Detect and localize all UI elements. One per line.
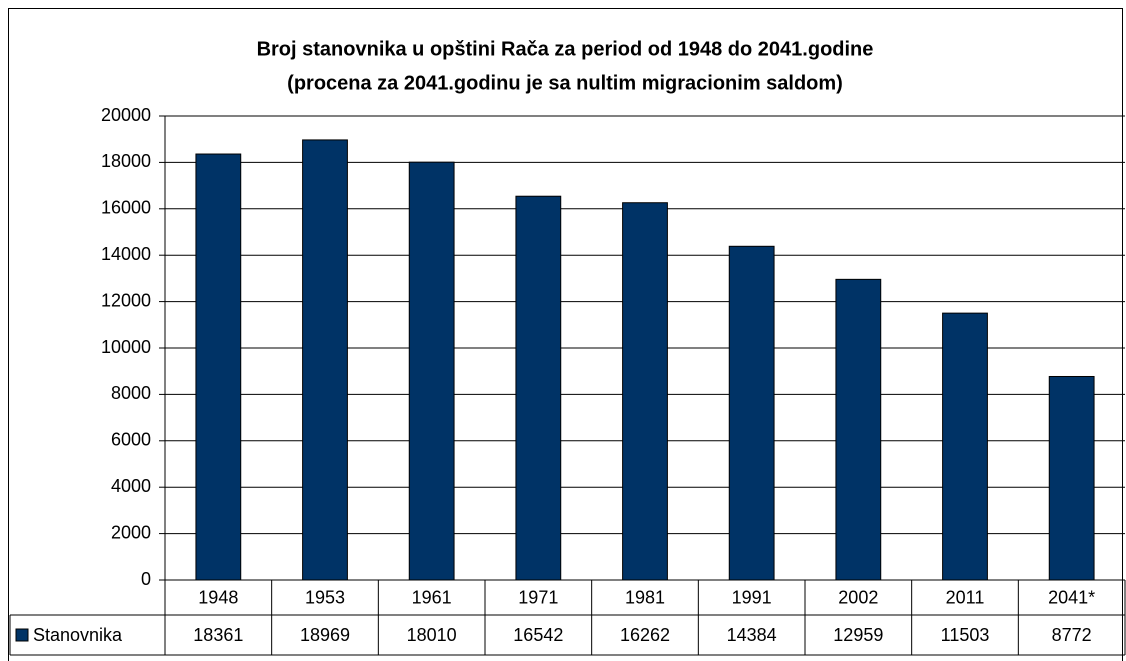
- y-tick-label: 20000: [101, 105, 151, 125]
- bar: [515, 195, 562, 581]
- chart-title: Broj stanovnika u opštini Rača za period…: [257, 38, 874, 60]
- bar: [302, 139, 348, 581]
- y-tick-label: 2000: [111, 522, 151, 542]
- x-tick-label: 1991: [732, 587, 772, 607]
- y-tick-label: 12000: [101, 290, 151, 310]
- x-tick-label: 1953: [305, 587, 345, 607]
- table-value: 18969: [300, 625, 350, 645]
- table-value: 11503: [941, 625, 990, 645]
- chart-subtitle: (procena za 2041.godinu je sa nultim mig…: [287, 72, 843, 94]
- bar: [835, 278, 882, 581]
- y-tick-label: 14000: [101, 244, 151, 264]
- bar: [728, 245, 775, 581]
- bar: [1048, 375, 1095, 581]
- legend-swatch: [15, 628, 29, 642]
- table-value: 18010: [407, 625, 457, 645]
- x-tick-label: 1971: [518, 587, 558, 607]
- table-value: 16262: [620, 625, 670, 645]
- y-tick-label: 10000: [101, 337, 151, 357]
- table-value: 18361: [193, 625, 243, 645]
- x-tick-label: 1981: [625, 587, 665, 607]
- x-tick-label: 1961: [412, 587, 452, 607]
- x-tick-label: 1948: [198, 587, 238, 607]
- table-value: 12959: [833, 625, 883, 645]
- y-tick-label: 16000: [101, 198, 151, 218]
- y-tick-label: 0: [141, 569, 151, 589]
- bar: [622, 202, 668, 581]
- table-value: 8772: [1052, 625, 1092, 645]
- x-tick-label: 2041*: [1048, 587, 1095, 607]
- table-value: 16542: [513, 625, 563, 645]
- x-tick-label: 2011: [946, 587, 985, 607]
- y-tick-label: 4000: [111, 476, 151, 496]
- bar: [195, 153, 242, 581]
- y-tick-label: 6000: [111, 430, 151, 450]
- table-value: 14384: [727, 625, 777, 645]
- bar: [942, 312, 988, 581]
- y-tick-label: 8000: [111, 383, 151, 403]
- y-tick-label: 18000: [101, 151, 151, 171]
- chart-border: [8, 8, 1123, 661]
- x-tick-label: 2002: [838, 587, 878, 607]
- legend-label: Stanovnika: [33, 625, 123, 645]
- bar: [408, 161, 455, 581]
